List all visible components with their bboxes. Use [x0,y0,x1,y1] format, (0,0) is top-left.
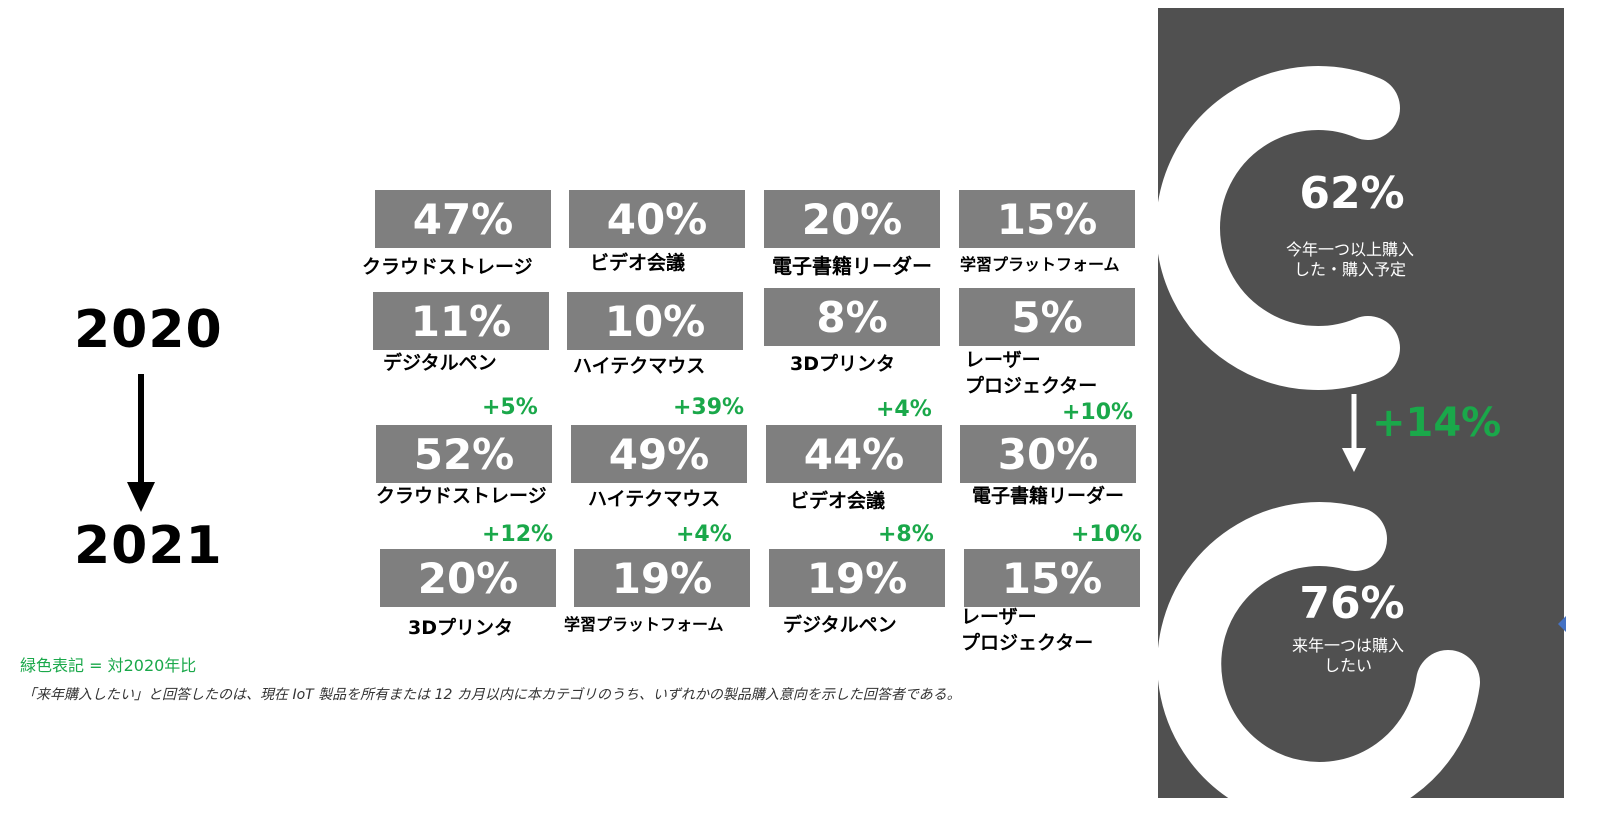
box-2020-digital-pen: 11% [373,292,549,350]
change-2021-laser-projector: +10% [1071,522,1143,547]
label-2020-video-conf: ビデオ会議 [590,252,686,274]
change-2021-cloud-storage: +5% [482,395,538,420]
change-2021-video-conf: +4% [876,397,932,422]
change-total: +14% [1372,400,1502,446]
label-2020-laser-projector-line2: プロジェクター [965,375,1098,397]
box-2021-3d-printer: 20% [380,549,556,607]
box-2021-hightech-mouse: 49% [571,425,747,483]
box-2021-ebook-reader: 30% [960,425,1136,483]
caption-bottom-line1: 来年一つは購入 [1291,636,1404,655]
box-2021-laser-projector: 15% [964,549,1140,607]
ring-bottom [1158,502,1480,798]
label-2020-digital-pen: デジタルペン [383,352,497,374]
label-2020-3d-printer: 3Dプリンタ [790,353,895,375]
box-2020-video-conf: 40% [569,190,745,248]
summary-rings [1158,66,1480,798]
change-2021-3d-printer: +12% [482,522,554,547]
change-2021-hightech-mouse: +39% [673,395,745,420]
ring-top [1158,66,1400,390]
change-2021-learning-platform: +4% [676,522,732,547]
label-2021-hightech-mouse: ハイテクマウス [588,488,721,510]
down-arrow-icon [127,374,155,512]
label-2020-learning-platform: 学習プラットフォーム [960,255,1120,274]
box-2021-video-conf: 44% [766,425,942,483]
value-top-62: 62% [1299,168,1405,219]
caption-top-line2: した・購入予定 [1293,260,1406,279]
box-2020-learning-platform: 15% [959,190,1135,248]
label-2021-cloud-storage: クラウドストレージ [376,485,547,507]
edge-triangle-icon [1558,616,1566,632]
box-2020-laser-projector: 5% [959,288,1135,346]
change-2021-ebook-reader: +10% [1062,400,1134,425]
label-2020-laser-projector: レーザー [965,349,1041,371]
label-2020-ebook-reader: 電子書籍リーダー [772,254,932,278]
label-2021-learning-platform: 学習プラットフォーム [564,615,724,634]
legend-note: 緑色表記 = 対2020年比 [20,656,197,675]
caption-top-line1: 今年一つ以上購入 [1285,240,1414,259]
box-2020-cloud-storage: 47% [375,190,551,248]
box-2020-ebook-reader: 20% [764,190,940,248]
label-2020-cloud-storage: クラウドストレージ [362,256,533,278]
box-2021-cloud-storage: 52% [376,425,552,483]
label-2021-ebook-reader: 電子書籍リーダー [972,485,1125,507]
footnote: 「来年購入したい」と回答したのは、現在 IoT 製品を所有または 12 カ月以内… [22,687,961,703]
label-2020-hightech-mouse: ハイテクマウス [573,355,706,377]
box-2021-digital-pen: 19% [769,549,945,607]
box-2020-hightech-mouse: 10% [567,292,743,350]
summary-panel: 62% 今年一つ以上購入 した・購入予定 +14% 76% 来年一つは購入 した… [1158,8,1564,798]
year-2020: 2020 [74,300,223,360]
box-2021-learning-platform: 19% [574,549,750,607]
label-2021-3d-printer: 3Dプリンタ [408,617,513,639]
change-2021-digital-pen: +8% [878,522,934,547]
panel-down-arrow-icon [1342,394,1366,472]
label-2021-laser-projector-line2: プロジェクター [961,632,1094,654]
caption-bottom-line2: したい [1323,656,1372,675]
value-bottom-76: 76% [1299,578,1405,629]
label-2021-laser-projector: レーザー [961,606,1037,628]
box-2020-3d-printer: 8% [764,288,940,346]
label-2021-video-conf: ビデオ会議 [790,490,886,512]
label-2021-digital-pen: デジタルペン [783,614,897,636]
year-2021: 2021 [74,516,223,576]
